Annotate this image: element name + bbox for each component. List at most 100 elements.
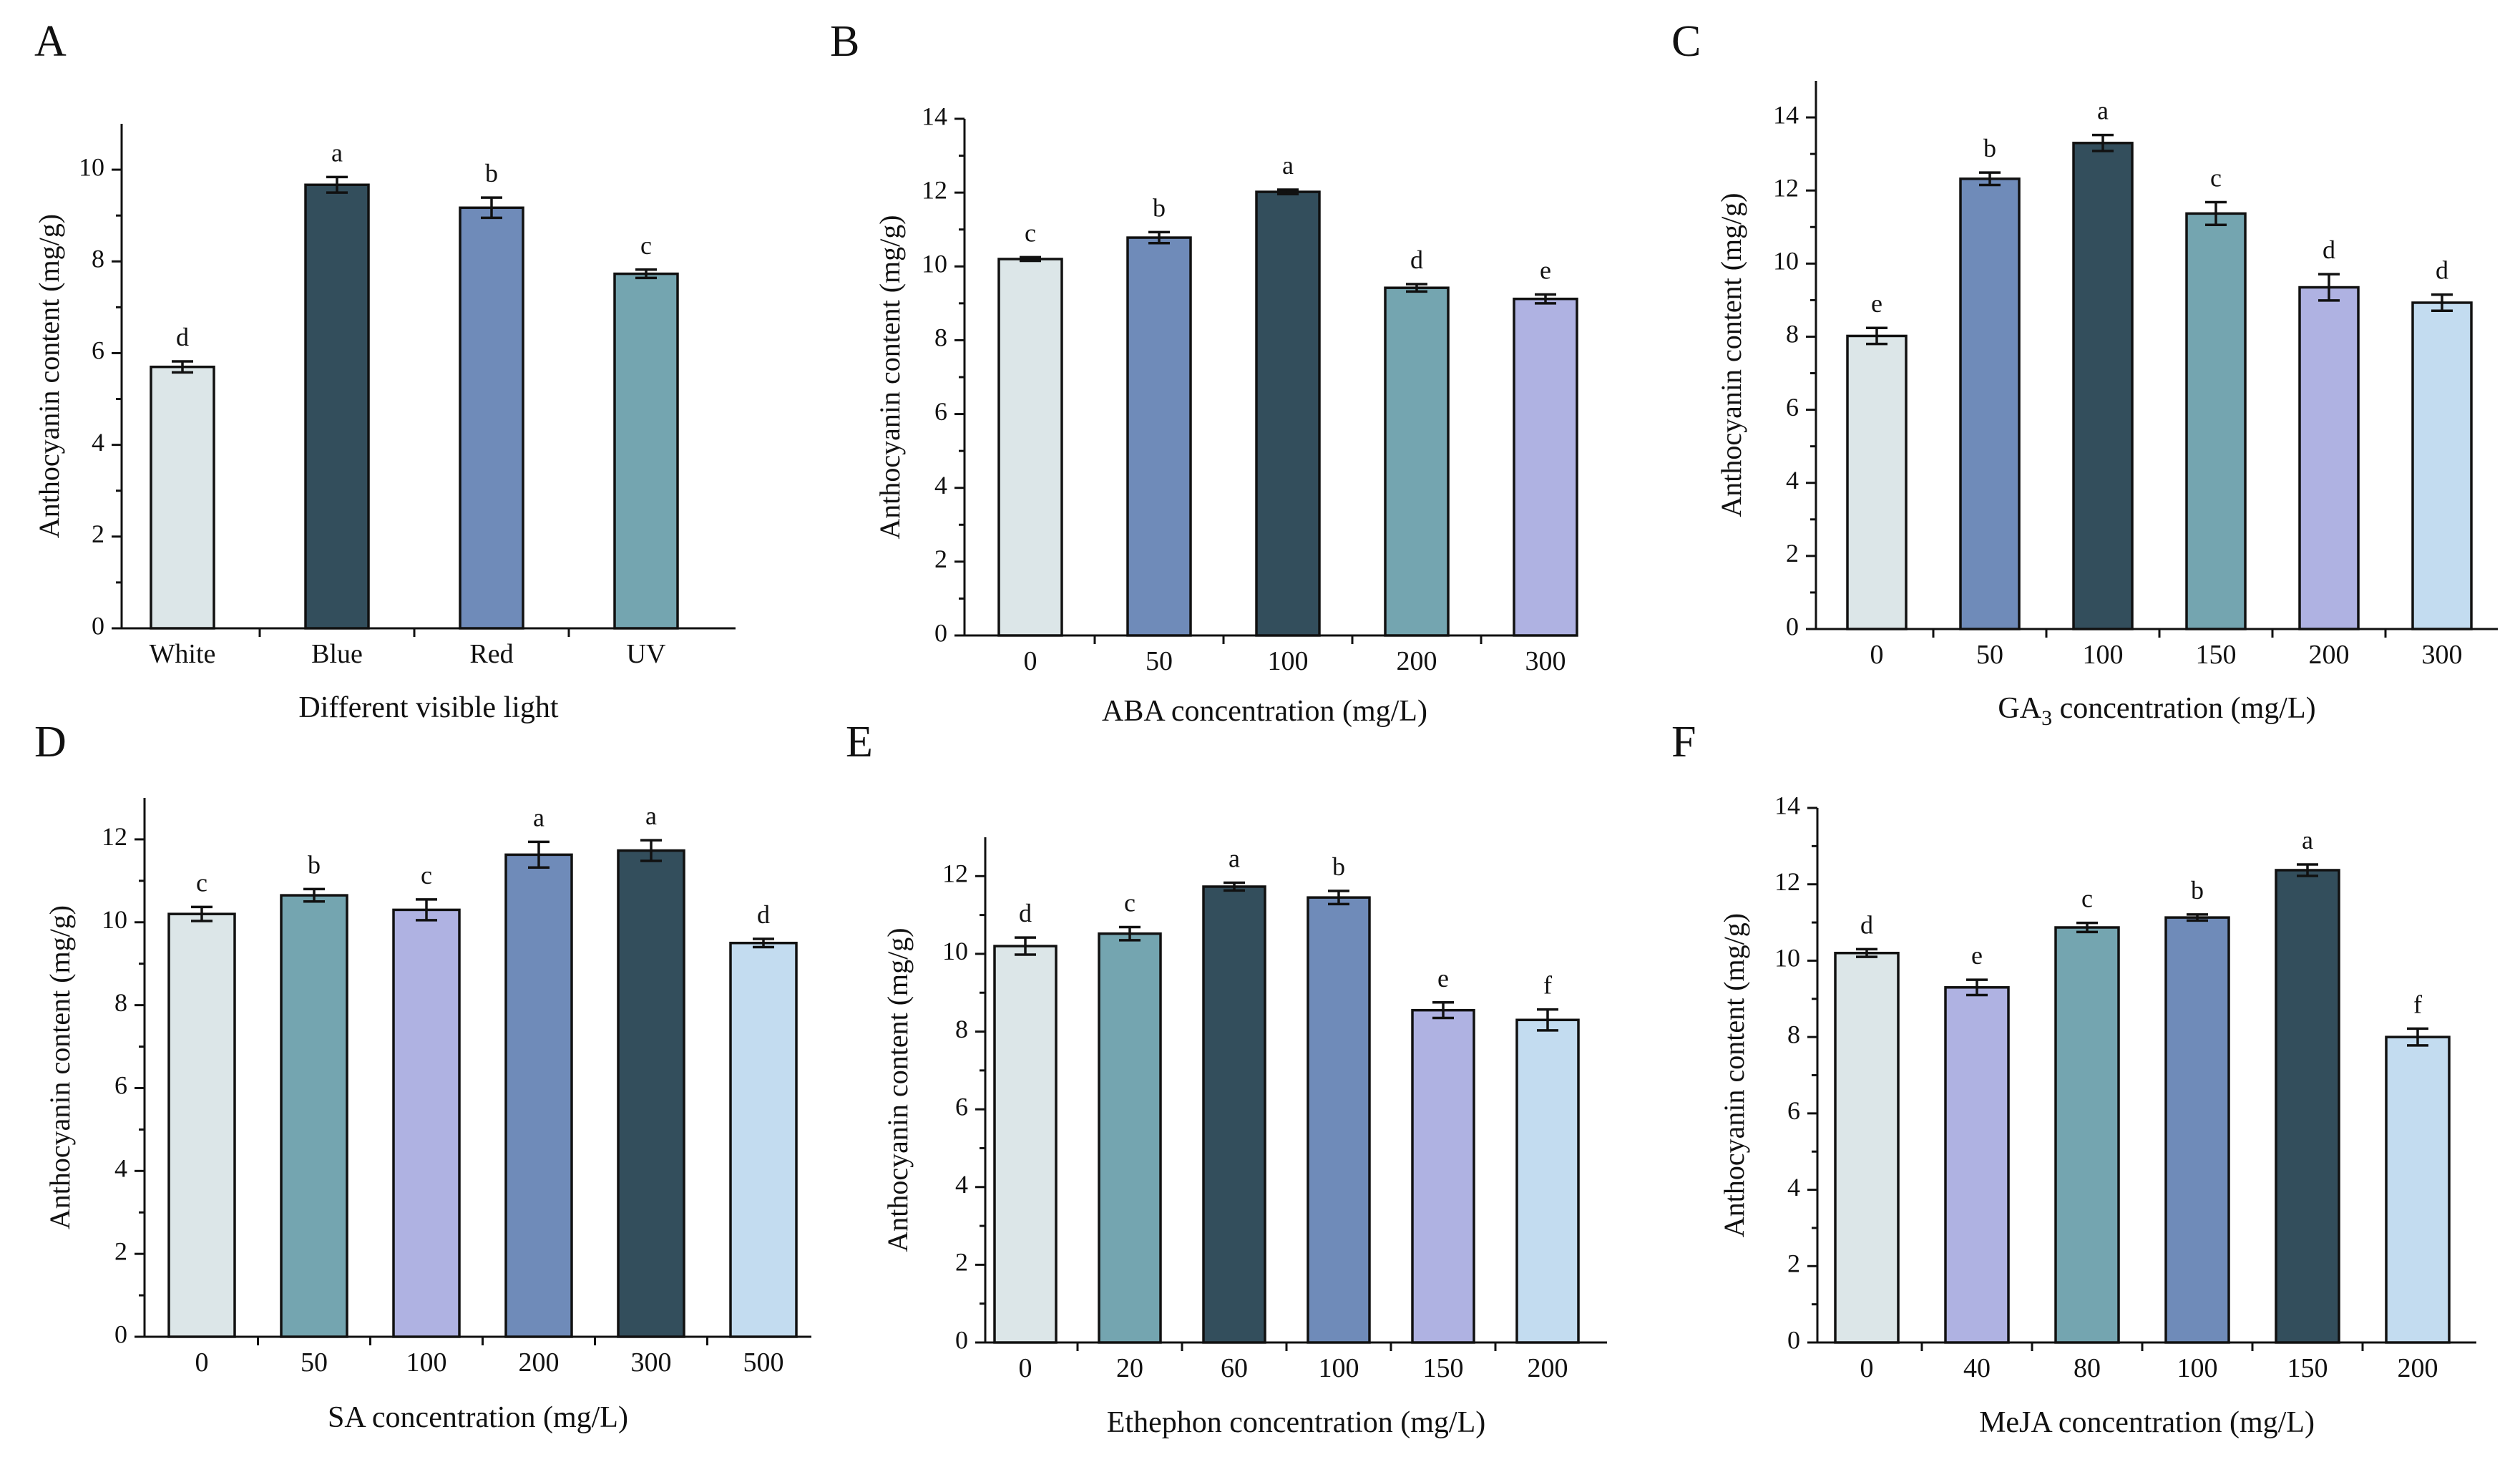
bar-20 xyxy=(1098,932,1162,1344)
bar-100 xyxy=(2164,916,2230,1344)
y-tick-label: 8 xyxy=(1787,1020,1800,1048)
significance-letter: e xyxy=(1540,255,1551,284)
x-tick-label: Blue xyxy=(311,639,363,669)
significance-letter: c xyxy=(2210,164,2222,193)
panel-b: B 0 2 4 6 8 10 12 14 c 0 b 50 a 100 d 200 e 300 Anthocyanin… xyxy=(830,17,1578,728)
y-tick-label: 10 xyxy=(942,937,968,965)
bar-50 xyxy=(1126,236,1192,637)
x-axis-label: Different visible light xyxy=(298,691,558,724)
y-tick-label: 6 xyxy=(92,336,104,365)
x-tick-label: 20 xyxy=(1116,1353,1143,1383)
significance-letter: e xyxy=(1437,964,1449,993)
x-tick-label: 100 xyxy=(2177,1353,2218,1383)
bar-40 xyxy=(1944,986,2010,1344)
y-tick-label: 10 xyxy=(1773,247,1799,276)
y-tick-label: 8 xyxy=(934,323,947,352)
panel-e: E 0 2 4 6 8 10 12 d 0 c 20 a 60 b 100 e 150 f 200 Anthocyani… xyxy=(846,718,1607,1439)
x-tick-label: 100 xyxy=(1319,1353,1359,1383)
y-tick-label: 4 xyxy=(1787,1173,1800,1202)
y-tick-label: 12 xyxy=(102,822,127,851)
y-tick-label: 8 xyxy=(114,988,127,1017)
y-tick-label: 12 xyxy=(1773,173,1799,202)
x-tick-label: 300 xyxy=(2422,640,2463,670)
significance-letter: f xyxy=(1543,971,1552,1000)
x-tick-label: 100 xyxy=(2083,640,2124,670)
significance-letter: c xyxy=(421,861,432,890)
y-tick-label: 10 xyxy=(102,905,127,934)
significance-letter: e xyxy=(1971,941,1983,970)
panel-letter: D xyxy=(34,718,67,766)
y-tick-label: 10 xyxy=(922,250,947,278)
y-axis-label: Anthocyanin content (mg/g) xyxy=(881,927,914,1252)
bar-300 xyxy=(1513,297,1578,637)
x-tick-label: 0 xyxy=(1860,1353,1874,1383)
significance-letter: a xyxy=(331,138,343,167)
bar-UV xyxy=(613,272,679,630)
y-tick-label: 14 xyxy=(1773,100,1799,129)
bar-200 xyxy=(504,853,573,1338)
y-axis-label: Anthocyanin content (mg/g) xyxy=(33,214,65,538)
y-tick-label: 10 xyxy=(1774,944,1800,973)
y-tick-label: 12 xyxy=(1774,867,1800,896)
panel-letter: F xyxy=(1671,718,1696,766)
bar-200 xyxy=(2385,1035,2451,1344)
significance-letter: c xyxy=(2081,884,2093,913)
x-tick-label: 60 xyxy=(1221,1353,1248,1383)
bar-0 xyxy=(997,258,1063,637)
significance-letter: a xyxy=(533,803,544,832)
x-tick-label: 150 xyxy=(2196,640,2237,670)
y-tick-label: 2 xyxy=(1787,1249,1800,1278)
panel-c: C 0 2 4 6 8 10 12 14 e 0 b 50 a 100 c 150 d 200 d 300 Anthocy… xyxy=(1671,17,2498,730)
x-axis-label: GA3 concentration (mg/L) xyxy=(1998,692,2315,730)
y-tick-label: 2 xyxy=(934,545,947,573)
y-tick-label: 2 xyxy=(1786,539,1799,567)
y-axis-label: Anthocyanin content (mg/g) xyxy=(1715,193,1747,517)
panel-letter: B xyxy=(830,17,859,66)
bar-80 xyxy=(2054,926,2120,1344)
y-tick-label: 0 xyxy=(1787,1325,1800,1354)
x-tick-label: 200 xyxy=(519,1348,560,1378)
bar-150 xyxy=(2275,869,2340,1344)
x-tick-label: 200 xyxy=(1528,1353,1568,1383)
y-tick-label: 12 xyxy=(922,175,947,204)
y-tick-label: 6 xyxy=(955,1092,968,1121)
significance-letter: d xyxy=(757,900,770,929)
significance-letter: b xyxy=(1983,134,1996,162)
x-tick-label: 300 xyxy=(631,1348,672,1378)
y-tick-label: 14 xyxy=(1774,791,1800,819)
significance-letter: a xyxy=(645,801,657,830)
bar-150 xyxy=(2185,212,2247,630)
y-tick-label: 4 xyxy=(955,1170,968,1199)
panel-a: A 0 2 4 6 8 10 d White a Blue b Red c UV Anthocyanin co… xyxy=(33,17,736,724)
y-tick-label: 8 xyxy=(92,245,104,273)
bar-200 xyxy=(1515,1018,1580,1344)
bar-300 xyxy=(617,849,685,1338)
significance-letter: e xyxy=(1871,289,1882,318)
significance-letter: b xyxy=(308,850,321,879)
y-tick-label: 6 xyxy=(934,397,947,426)
x-tick-label: Red xyxy=(469,639,513,669)
x-tick-label: 100 xyxy=(406,1348,447,1378)
significance-letter: f xyxy=(2413,990,2422,1018)
y-tick-label: 6 xyxy=(1786,393,1799,421)
x-axis-label: Ethephon concentration (mg/L) xyxy=(1107,1406,1486,1439)
bar-0 xyxy=(1846,334,1908,630)
bar-200 xyxy=(2298,286,2360,630)
x-tick-label: 50 xyxy=(1146,646,1173,676)
significance-letter: c xyxy=(1025,218,1036,247)
x-tick-label: 500 xyxy=(743,1348,784,1378)
y-tick-label: 2 xyxy=(114,1237,127,1265)
x-tick-label: 50 xyxy=(1976,640,2003,670)
x-axis-label: ABA concentration (mg/L) xyxy=(1102,695,1427,728)
bar-300 xyxy=(2411,301,2473,630)
y-tick-label: 6 xyxy=(114,1071,127,1100)
y-tick-label: 0 xyxy=(114,1320,127,1348)
x-tick-label: 200 xyxy=(2398,1353,2438,1383)
x-tick-label: 40 xyxy=(1963,1353,1991,1383)
significance-letter: d xyxy=(176,323,189,351)
bar-0 xyxy=(167,912,236,1338)
significance-letter: c xyxy=(196,868,207,897)
bar-100 xyxy=(1307,896,1371,1344)
significance-letter: d xyxy=(2436,256,2448,285)
bar-100 xyxy=(2072,142,2134,630)
